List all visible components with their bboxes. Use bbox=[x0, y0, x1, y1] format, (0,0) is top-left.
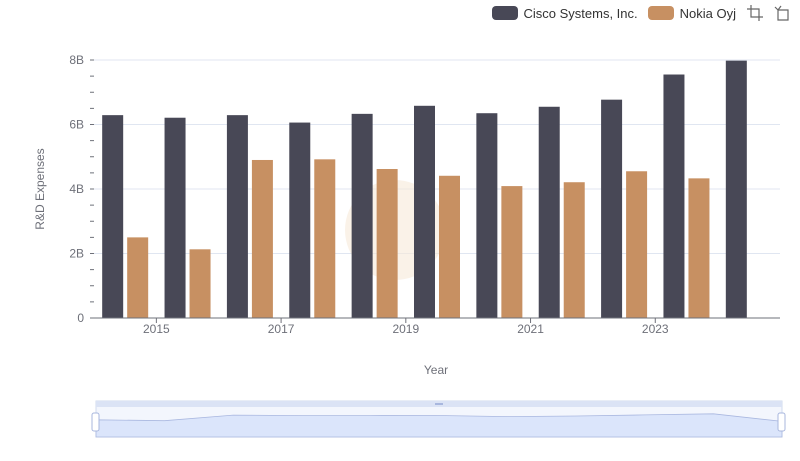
legend-swatch-nokia bbox=[647, 6, 674, 20]
bar-cisco-2014[interactable] bbox=[102, 115, 124, 319]
bar-cisco-2015[interactable] bbox=[164, 117, 186, 318]
x-tick-label: 2015 bbox=[143, 322, 170, 336]
bar-cisco-2018[interactable] bbox=[351, 113, 373, 318]
x-tick-label: 2021 bbox=[517, 322, 544, 336]
y-tick-label: 4B bbox=[69, 182, 84, 196]
bar-nokia-2019[interactable] bbox=[439, 175, 460, 318]
data-zoom-move-handle[interactable] bbox=[435, 403, 443, 405]
bar-cisco-2023[interactable] bbox=[663, 74, 685, 318]
bar-cisco-2017[interactable] bbox=[289, 122, 311, 318]
bar-nokia-2023[interactable] bbox=[688, 178, 710, 318]
bar-nokia-2021[interactable] bbox=[563, 182, 585, 318]
data-zoom-left-handle[interactable] bbox=[91, 412, 100, 432]
y-tick-label: 0 bbox=[77, 311, 84, 325]
bar-cisco-2019[interactable] bbox=[414, 105, 435, 318]
bar-cisco-2024[interactable] bbox=[725, 60, 747, 319]
y-tick-label: 6B bbox=[69, 118, 84, 132]
bar-cisco-2021[interactable] bbox=[538, 106, 560, 318]
bar-nokia-2017[interactable] bbox=[314, 159, 336, 318]
data-zoom-preview bbox=[95, 413, 783, 438]
bar-nokia-2016[interactable] bbox=[251, 159, 273, 318]
legend-item-cisco[interactable]: Cisco Systems, Inc. bbox=[491, 5, 638, 21]
x-axis-labels: 2015 2017 2019 2021 2023 bbox=[143, 322, 669, 336]
legend-item-nokia[interactable]: Nokia Oyj bbox=[647, 5, 736, 21]
bar-nokia-2022[interactable] bbox=[626, 171, 648, 318]
x-tick-label: 2017 bbox=[268, 322, 295, 336]
legend-label-nokia: Nokia Oyj bbox=[679, 5, 736, 21]
restore-icon[interactable] bbox=[774, 4, 792, 22]
y-axis-title: R&D Expenses bbox=[33, 148, 47, 229]
y-axis-labels: 0 2B 4B 6B 8B bbox=[69, 53, 84, 325]
zoom-icon[interactable] bbox=[746, 4, 764, 22]
bar-nokia-2014[interactable] bbox=[127, 237, 149, 318]
y-tick-label: 8B bbox=[69, 53, 84, 67]
axes bbox=[90, 59, 780, 323]
bars-group bbox=[102, 60, 747, 319]
legend-swatch-cisco bbox=[491, 6, 518, 20]
x-tick-label: 2019 bbox=[392, 322, 419, 336]
x-tick-label: 2023 bbox=[642, 322, 669, 336]
legend-label-cisco: Cisco Systems, Inc. bbox=[523, 5, 638, 21]
data-zoom-slider[interactable] bbox=[91, 400, 786, 438]
bar-cisco-2016[interactable] bbox=[226, 115, 248, 319]
bar-nokia-2020[interactable] bbox=[501, 186, 523, 318]
bar-cisco-2020[interactable] bbox=[476, 113, 498, 319]
y-tick-label: 2B bbox=[69, 247, 84, 261]
bar-cisco-2022[interactable] bbox=[601, 99, 623, 318]
legend: Cisco Systems, Inc. Nokia Oyj bbox=[491, 4, 793, 22]
bar-nokia-2018[interactable] bbox=[376, 169, 398, 318]
x-axis-title: Year bbox=[424, 363, 448, 377]
bar-nokia-2015[interactable] bbox=[189, 249, 211, 318]
data-zoom-right-handle[interactable] bbox=[777, 412, 786, 432]
